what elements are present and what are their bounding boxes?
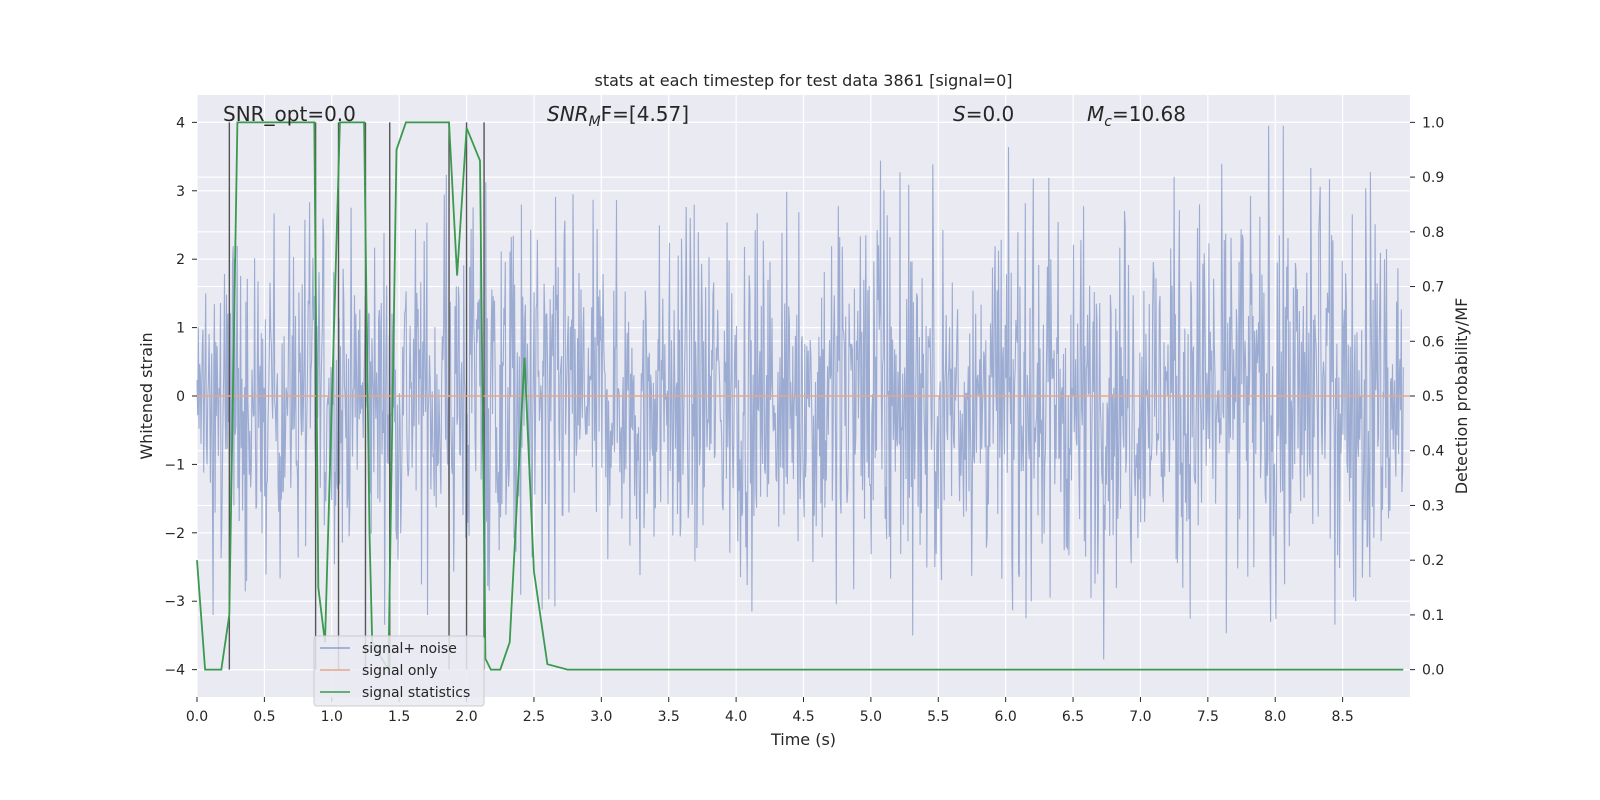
x-tick-label: 2.5 xyxy=(523,709,545,725)
annotation-snr-mf-rest: F=[4.57] xyxy=(601,102,689,126)
annotation-mc-sub: c xyxy=(1104,114,1112,130)
y-axis-right-label: Detection probability/MF xyxy=(1452,298,1471,495)
y-left-tick-label: 2 xyxy=(176,252,185,268)
annotation-snr-mf: SNRMF=[4.57] xyxy=(547,102,689,130)
legend: signal+ noise signal only signal statist… xyxy=(313,635,485,707)
y-right-tick-label: 1.0 xyxy=(1422,115,1444,131)
y-left-tick-label: 4 xyxy=(176,115,185,131)
legend-label-signal-noise: signal+ noise xyxy=(362,641,457,657)
chart-title: stats at each timestep for test data 386… xyxy=(594,71,1012,90)
x-tick-label: 4.5 xyxy=(792,709,814,725)
x-axis-label: Time (s) xyxy=(770,730,836,749)
y-right-tick-label: 0.8 xyxy=(1422,225,1444,241)
y-left-tick-label: 0 xyxy=(176,389,185,405)
x-tick-label: 0.0 xyxy=(186,709,208,725)
x-tick-label: 3.5 xyxy=(658,709,680,725)
annotation-mc-italic: M xyxy=(1087,102,1104,126)
x-tick-label: 6.5 xyxy=(1062,709,1084,725)
x-tick-label: 7.5 xyxy=(1197,709,1219,725)
annotation-mc: Mc=10.68 xyxy=(1087,102,1186,130)
x-tick-label: 5.0 xyxy=(860,709,882,725)
y-left-tick-label: −1 xyxy=(164,457,185,473)
y-left-tick-label: −4 xyxy=(164,663,185,679)
x-tick-label: 7.0 xyxy=(1129,709,1151,725)
x-tick-label: 6.0 xyxy=(995,709,1017,725)
x-tick-label: 8.0 xyxy=(1264,709,1286,725)
y-right-tick-label: 0.2 xyxy=(1422,553,1444,569)
annotation-s-italic: S xyxy=(953,102,966,126)
signal-statistics-line xyxy=(196,121,1404,673)
annotation-s: S=0.0 xyxy=(953,102,1014,126)
x-tick-label: 4.0 xyxy=(725,709,747,725)
noise-trace-line xyxy=(196,125,1404,660)
y-left-tick-label: −3 xyxy=(164,594,185,610)
annotation-snr-opt: SNR_opt=0.0 xyxy=(223,102,356,126)
y-axis-left-label: Whitened strain xyxy=(137,332,156,459)
x-tick-label: 2.0 xyxy=(455,709,477,725)
y-right-tick-label: 0.3 xyxy=(1422,498,1444,514)
y-right-tick-label: 0.1 xyxy=(1422,608,1444,624)
annotation-mc-rest: =10.68 xyxy=(1112,102,1186,126)
legend-label-signal-statistics: signal statistics xyxy=(362,685,470,701)
series-signal-noise xyxy=(196,125,1404,660)
x-tick-label: 3.0 xyxy=(590,709,612,725)
x-tick-label: 1.0 xyxy=(321,709,343,725)
y-right-tick-label: 0.9 xyxy=(1422,170,1444,186)
x-tick-label: 1.5 xyxy=(388,709,410,725)
annotation-snr-mf-italic: SNR xyxy=(547,102,589,126)
legend-box xyxy=(313,635,485,707)
legend-label-signal-only: signal only xyxy=(362,663,437,679)
axis-ticks: 0.0 0.5 1.0 1.5 2.0 2.5 3.0 3.5 4.0 4.5 5.0 5.5 6.0 6… xyxy=(164,115,1444,725)
x-tick-label: 8.5 xyxy=(1331,709,1353,725)
x-tick-label: 0.5 xyxy=(253,709,275,725)
y-right-tick-label: 0.0 xyxy=(1422,663,1444,679)
y-left-tick-label: 1 xyxy=(176,321,185,337)
y-right-tick-label: 0.7 xyxy=(1422,280,1444,296)
y-left-tick-label: −2 xyxy=(164,526,185,542)
annotation-s-rest: =0.0 xyxy=(966,102,1015,126)
y-right-tick-label: 0.4 xyxy=(1422,444,1444,460)
y-right-tick-label: 0.6 xyxy=(1422,334,1444,350)
series-signal-statistics xyxy=(196,121,1404,673)
x-tick-label: 5.5 xyxy=(927,709,949,725)
annotation-snr-mf-sub: M xyxy=(589,114,601,130)
y-right-tick-label: 0.5 xyxy=(1422,389,1444,405)
y-left-tick-label: 3 xyxy=(176,184,185,200)
